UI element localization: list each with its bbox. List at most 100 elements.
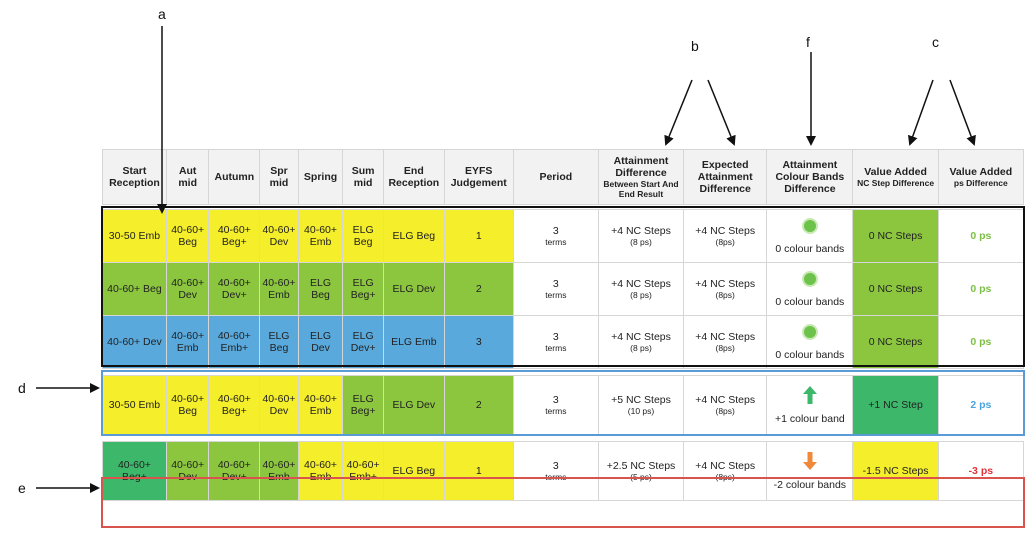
header-spr-mid: Spr mid (259, 149, 299, 205)
attainment-value: +4 NC Steps (611, 330, 671, 343)
cell-va-nc: 0 NC Steps (852, 209, 939, 263)
cell-aut-mid: 40-60+ Emb (165, 315, 210, 369)
label-a: a (158, 6, 166, 22)
period-unit: terms (545, 471, 567, 482)
header-autumn: Autumn (208, 149, 261, 205)
period-value: 3 (552, 224, 559, 237)
cell-spring: 40-60+ Emb (297, 375, 344, 435)
expected-value: +4 NC Steps (695, 224, 756, 237)
period-unit: terms (545, 236, 567, 247)
header-spring: Spring (297, 149, 344, 205)
attainment-value: +5 NC Steps (611, 393, 671, 406)
cell-end-reception: ELG Dev (382, 375, 445, 435)
header-start-reception: Start Reception (102, 149, 167, 205)
attainment-ps: (10 ps) (627, 405, 655, 416)
colour-band-text: 0 colour bands (775, 348, 845, 361)
cell-va-ps: -3 ps (937, 441, 1025, 501)
cell-sum-mid: ELG Dev+ (342, 315, 384, 369)
cell-autumn: 40-60+ Dev+ (208, 262, 261, 316)
attainment-ps: (8 ps) (630, 289, 652, 300)
cell-va-ps: 2 ps (937, 375, 1025, 435)
cell-colour-bands: 0 colour bands (766, 315, 854, 369)
cell-spring: 40-60+ Emb (297, 209, 344, 263)
header-va-ps-sub: ps Difference (953, 178, 1008, 188)
header-attainment-sub: Between Start And End Result (603, 179, 679, 199)
cell-spring: ELG Dev (297, 315, 344, 369)
green-dot-icon (801, 217, 818, 234)
header-va-nc-sub: NC Step Difference (857, 178, 935, 188)
expected-ps: (8ps) (715, 289, 735, 300)
arrow-c-left (908, 79, 934, 146)
period-unit: terms (545, 342, 567, 353)
cell-eyfs: 1 (443, 441, 514, 501)
attainment-ps: (8 ps) (630, 236, 652, 247)
expected-ps: (8ps) (715, 405, 735, 416)
header-colour-bands: Attainment Colour Bands Difference (766, 149, 854, 205)
cell-va-nc: +1 NC Step (852, 375, 939, 435)
cell-va-ps: 0 ps (937, 209, 1025, 263)
label-e: e (18, 480, 26, 496)
expected-value: +4 NC Steps (695, 277, 756, 290)
cell-aut-mid: 40-60+ Beg (165, 209, 210, 263)
label-f: f (806, 34, 810, 50)
cell-start: 30-50 Emb (102, 375, 167, 435)
expected-value: +4 NC Steps (695, 459, 756, 472)
cell-autumn: 40-60+ Dev+ (208, 441, 261, 501)
colour-band-text: 0 colour bands (775, 242, 845, 255)
cell-eyfs: 3 (443, 315, 514, 369)
header-attainment-title: Attainment Difference (613, 155, 669, 179)
cell-period: 3 terms (512, 262, 599, 316)
cell-va-ps: 0 ps (937, 262, 1025, 316)
header-end-reception: End Reception (382, 149, 445, 205)
arrow-down-icon (802, 451, 817, 470)
table-row: 40-60+ Dev 40-60+ Emb 40-60+ Emb+ ELG Be… (102, 315, 1025, 369)
attainment-value: +2.5 NC Steps (606, 459, 676, 472)
cell-spring: ELG Beg (297, 262, 344, 316)
cell-autumn: 40-60+ Beg+ (208, 375, 261, 435)
cell-attainment: +2.5 NC Steps (5 ps) (597, 441, 685, 501)
header-row: Start Reception Aut mid Autumn Spr mid S… (102, 149, 1025, 205)
colour-band-text: +1 colour band (774, 412, 845, 425)
cell-sum-mid: ELG Beg (342, 209, 384, 263)
cell-sum-mid: 40-60+ Emb+ (342, 441, 384, 501)
expected-ps: (8ps) (715, 471, 735, 482)
cell-attainment: +4 NC Steps (8 ps) (597, 209, 685, 263)
arrow-b-right (707, 79, 736, 146)
cell-expected: +4 NC Steps (8ps) (683, 315, 768, 369)
expected-value: +4 NC Steps (695, 393, 756, 406)
cell-eyfs: 1 (443, 209, 514, 263)
table-row: 40-60+ Beg+ 40-60+ Dev 40-60+ Dev+ 40-60… (102, 441, 1025, 501)
label-c: c (932, 34, 939, 50)
cell-sum-mid: ELG Beg+ (342, 262, 384, 316)
cell-end-reception: ELG Beg (382, 441, 445, 501)
cell-va-ps: 0 ps (937, 315, 1025, 369)
green-dot-icon (801, 270, 818, 287)
cell-attainment: +4 NC Steps (8 ps) (597, 262, 685, 316)
cell-expected: +4 NC Steps (8ps) (683, 375, 768, 435)
cell-va-nc: 0 NC Steps (852, 315, 939, 369)
header-expected-difference: Expected Attainment Difference (683, 149, 768, 205)
attainment-value: +4 NC Steps (611, 224, 671, 237)
label-b: b (691, 38, 699, 54)
green-dot-icon (801, 323, 818, 340)
cell-period: 3 terms (512, 209, 599, 263)
cell-spring: 40-60+ Emb (297, 441, 344, 501)
cell-va-nc: -1.5 NC Steps (852, 441, 939, 501)
attainment-ps: (8 ps) (630, 342, 652, 353)
cell-autumn: 40-60+ Emb+ (208, 315, 261, 369)
arrow-up-icon (802, 385, 817, 404)
colour-band-text: 0 colour bands (775, 295, 845, 308)
cell-attainment: +4 NC Steps (8 ps) (597, 315, 685, 369)
period-value: 3 (552, 393, 559, 406)
cell-colour-bands: +1 colour band (766, 375, 854, 435)
cell-expected: +4 NC Steps (8ps) (683, 441, 768, 501)
expected-ps: (8ps) (715, 342, 735, 353)
cell-end-reception: ELG Beg (382, 209, 445, 263)
cell-spr-mid: 40-60+ Emb (259, 262, 299, 316)
cell-colour-bands: 0 colour bands (766, 262, 854, 316)
header-attainment-difference: Attainment Difference Between Start And … (597, 149, 685, 205)
cell-start: 40-60+ Dev (102, 315, 167, 369)
cell-sum-mid: ELG Beg+ (342, 375, 384, 435)
colour-band-text: -2 colour bands (773, 478, 847, 491)
